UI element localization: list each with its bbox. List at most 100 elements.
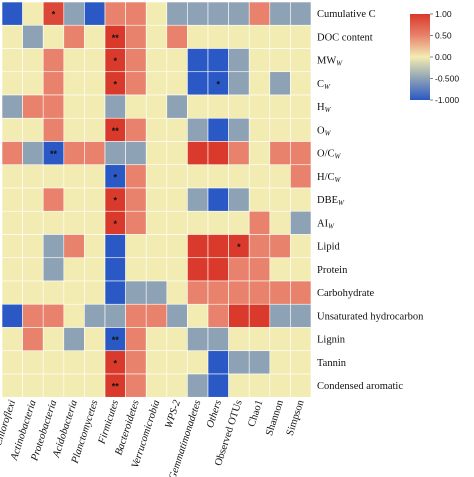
heatmap-cell (228, 117, 250, 142)
heatmap-cell (166, 280, 188, 305)
heatmap-cell (145, 141, 168, 166)
heatmap-cell (207, 164, 229, 189)
heatmap-cell (22, 71, 44, 96)
heatmap-cell (145, 210, 168, 235)
heatmap-cell (63, 141, 85, 166)
heatmap-cell (187, 164, 209, 189)
row-label: Lignin (317, 335, 346, 346)
heatmap-cell (1, 1, 23, 26)
heatmap-cell (145, 373, 168, 398)
heatmap-cell (22, 164, 44, 189)
heatmap-cell (187, 94, 209, 119)
heatmap-cell (22, 141, 44, 166)
heatmap-cell (63, 71, 85, 96)
heatmap-cell (290, 280, 312, 305)
heatmap-cell (1, 234, 23, 259)
heatmap-cell (145, 117, 168, 142)
heatmap-cell (269, 48, 291, 73)
heatmap-cell (290, 187, 312, 212)
heatmap-cell (1, 187, 23, 212)
row-label: HW (317, 102, 332, 114)
heatmap-cell (84, 164, 106, 189)
heatmap-cell (248, 117, 271, 142)
heatmap-cell (84, 373, 106, 398)
heatmap-cell (248, 373, 271, 398)
heatmap-cell (84, 48, 106, 73)
heatmap-cell (207, 94, 229, 119)
heatmap-cell (22, 24, 44, 49)
heatmap-cell (166, 234, 188, 259)
heatmap-cell (42, 210, 65, 235)
heatmap-cell (166, 117, 188, 142)
row-label: Carbohydrate (317, 288, 374, 299)
heatmap-cell (84, 141, 106, 166)
heatmap-cell (63, 303, 85, 328)
heatmap-cell (228, 187, 250, 212)
heatmap-cell (125, 24, 147, 49)
heatmap-cell (187, 24, 209, 49)
heatmap-cell (125, 71, 147, 96)
heatmap-cell (290, 327, 312, 352)
heatmap-cell (145, 234, 168, 259)
heatmap-cell (22, 1, 44, 26)
heatmap-cell (248, 164, 271, 189)
heatmap-cell (166, 48, 188, 73)
heatmap-cell (207, 257, 229, 282)
heatmap-cell (1, 257, 23, 282)
heatmap-cell (22, 373, 44, 398)
heatmap-cell (22, 327, 44, 352)
heatmap-cell (187, 234, 209, 259)
row-label: MWW (317, 56, 343, 68)
heatmap-cell (22, 234, 44, 259)
heatmap-cell (269, 280, 291, 305)
heatmap-cell (145, 164, 168, 189)
heatmap-cell (63, 48, 85, 73)
heatmap-cell (63, 24, 85, 49)
heatmap-cell (248, 141, 271, 166)
heatmap-cell (63, 210, 85, 235)
heatmap-cell (207, 141, 229, 166)
legend-tick-label: -1.000 (435, 95, 459, 105)
column-labels: ChloroflexiActinobacteriaProteobacteriaA… (0, 398, 307, 477)
heatmap-cell (42, 327, 65, 352)
heatmap-cell (248, 350, 271, 375)
legend-tick-label: -0.500 (435, 74, 459, 84)
heatmap-cell (1, 350, 23, 375)
heatmap-cell (290, 303, 312, 328)
heatmap-cell (187, 373, 209, 398)
heatmap-cell (104, 234, 126, 259)
heatmap-cell (1, 280, 23, 305)
heatmap-cell (1, 164, 23, 189)
heatmap-cell (228, 327, 250, 352)
heatmap-cell (269, 141, 291, 166)
heatmap-cell (125, 164, 147, 189)
heatmap-cell (187, 48, 209, 73)
heatmap-cell (269, 234, 291, 259)
heatmap-cell (228, 71, 250, 96)
heatmap-cell (207, 1, 229, 26)
row-label: Lipid (317, 242, 340, 253)
heatmap-cell (228, 94, 250, 119)
heatmap-cell (187, 303, 209, 328)
legend-tick-label: 0.50 (435, 31, 452, 41)
heatmap-cell (290, 257, 312, 282)
heatmap-cell (84, 280, 106, 305)
heatmap-cell (207, 234, 229, 259)
heatmap-cell (207, 210, 229, 235)
heatmap-cell (248, 257, 271, 282)
row-label: Cumulative C (317, 9, 376, 20)
heatmap-cell (166, 24, 188, 49)
heatmap-cell (187, 187, 209, 212)
significance-marks: ***** ************** (50, 10, 241, 392)
row-label: Unsaturated hydrocarbon (317, 311, 424, 322)
heatmap-cell (269, 350, 291, 375)
heatmap-cell (166, 350, 188, 375)
significance-mark: * (52, 10, 56, 20)
significance-mark: * (237, 242, 241, 252)
heatmap-cell (228, 373, 250, 398)
heatmap-cell (125, 373, 147, 398)
heatmap-cell (1, 141, 23, 166)
heatmap-cell (1, 24, 23, 49)
row-label: Tannin (317, 358, 347, 369)
